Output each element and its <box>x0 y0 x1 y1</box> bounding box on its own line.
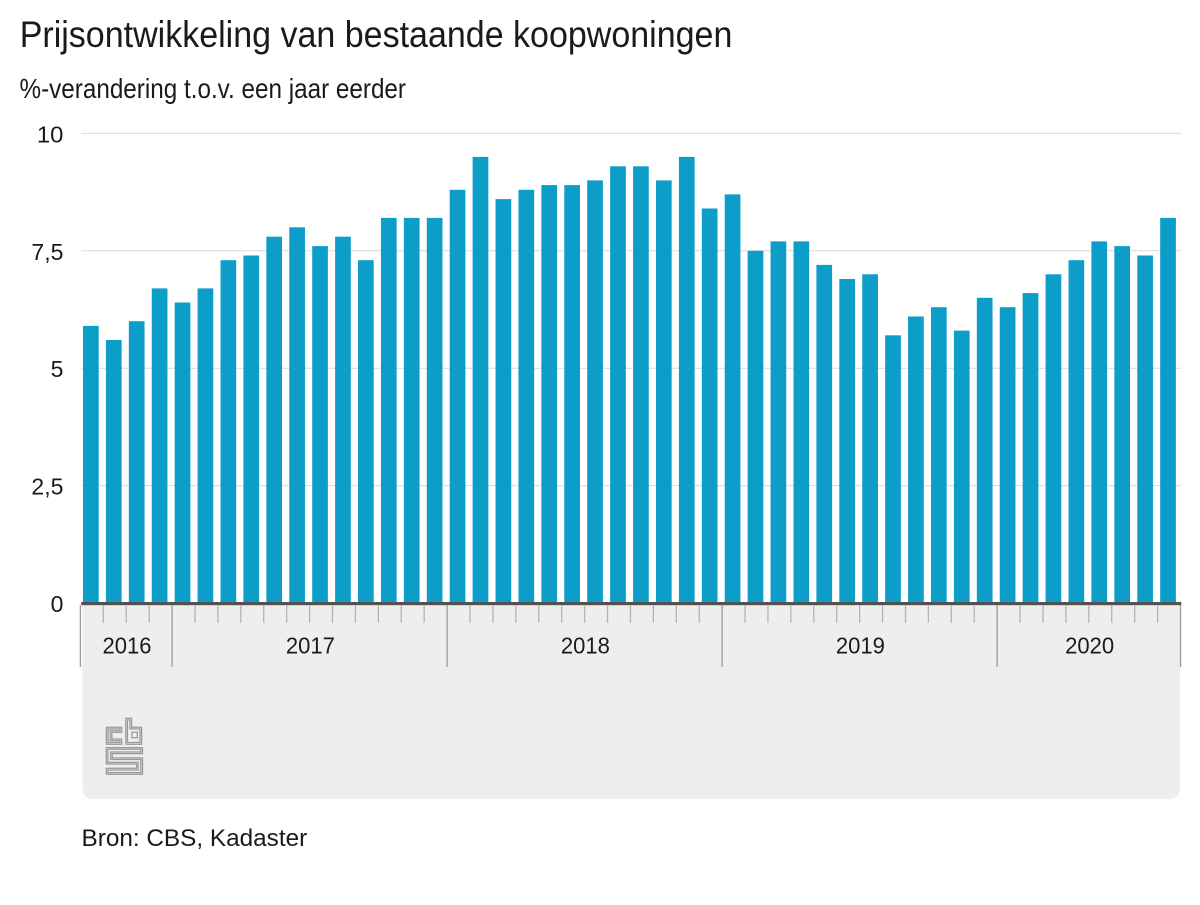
svg-text:Prijsontwikkeling van bestaand: Prijsontwikkeling van bestaande koopwoni… <box>20 14 733 55</box>
svg-text:2,5: 2,5 <box>31 474 63 500</box>
svg-text:2020: 2020 <box>1065 633 1114 659</box>
svg-text:0: 0 <box>51 591 64 617</box>
svg-text:2019: 2019 <box>836 633 885 659</box>
svg-text:2016: 2016 <box>103 633 152 659</box>
svg-text:7,5: 7,5 <box>31 239 63 265</box>
svg-text:Bron: CBS, Kadaster: Bron: CBS, Kadaster <box>82 825 308 852</box>
svg-text:2018: 2018 <box>561 633 610 659</box>
svg-text:5: 5 <box>51 356 64 382</box>
svg-text:2017: 2017 <box>286 633 335 659</box>
svg-text:%-verandering t.o.v. een jaar: %-verandering t.o.v. een jaar eerder <box>20 73 407 104</box>
svg-text:10: 10 <box>37 121 64 147</box>
